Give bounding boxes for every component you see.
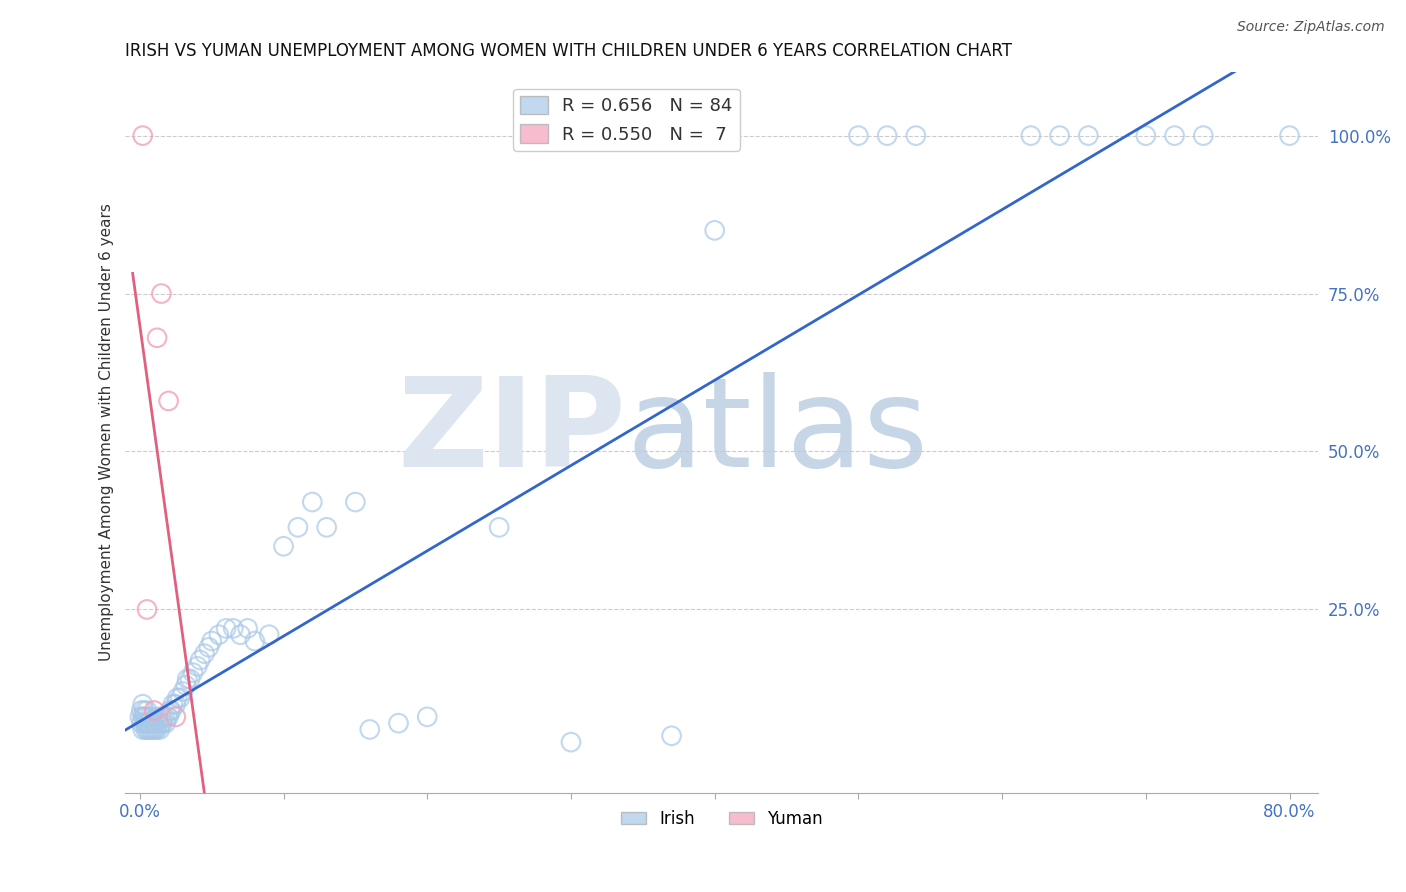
Point xyxy=(138,723,160,737)
Point xyxy=(132,710,155,724)
Point xyxy=(172,684,194,698)
Y-axis label: Unemployment Among Women with Children Under 6 years: Unemployment Among Women with Children U… xyxy=(100,203,114,662)
Point xyxy=(1077,128,1099,143)
Point xyxy=(153,710,176,724)
Point xyxy=(135,723,157,737)
Point xyxy=(156,710,179,724)
Point xyxy=(1163,128,1185,143)
Point xyxy=(1278,128,1301,143)
Point xyxy=(142,716,165,731)
Point xyxy=(138,716,160,731)
Point xyxy=(139,723,162,737)
Point xyxy=(229,628,252,642)
Point xyxy=(135,716,157,731)
Point xyxy=(301,495,323,509)
Point xyxy=(159,704,181,718)
Point xyxy=(132,128,155,143)
Point xyxy=(169,690,191,705)
Point xyxy=(488,520,510,534)
Point xyxy=(181,665,204,680)
Point xyxy=(193,647,215,661)
Text: Source: ZipAtlas.com: Source: ZipAtlas.com xyxy=(1237,20,1385,34)
Point xyxy=(198,640,221,655)
Point xyxy=(176,672,198,686)
Point xyxy=(142,723,165,737)
Point xyxy=(136,723,159,737)
Legend: Irish, Yuman: Irish, Yuman xyxy=(614,804,830,835)
Point xyxy=(145,716,167,731)
Point xyxy=(165,697,187,711)
Point xyxy=(150,710,173,724)
Point xyxy=(149,723,172,737)
Point xyxy=(359,723,381,737)
Point xyxy=(129,716,152,731)
Point xyxy=(136,602,159,616)
Point xyxy=(1049,128,1071,143)
Text: IRISH VS YUMAN UNEMPLOYMENT AMONG WOMEN WITH CHILDREN UNDER 6 YEARS CORRELATION : IRISH VS YUMAN UNEMPLOYMENT AMONG WOMEN … xyxy=(125,42,1012,60)
Point xyxy=(146,723,169,737)
Point xyxy=(136,704,159,718)
Point xyxy=(166,690,188,705)
Point xyxy=(143,704,166,718)
Point xyxy=(287,520,309,534)
Point xyxy=(416,710,439,724)
Point xyxy=(128,710,150,724)
Point xyxy=(165,710,187,724)
Point xyxy=(138,710,160,724)
Point xyxy=(208,628,231,642)
Point xyxy=(150,286,173,301)
Point xyxy=(876,128,898,143)
Point xyxy=(134,716,156,731)
Point xyxy=(1192,128,1215,143)
Point xyxy=(315,520,337,534)
Point xyxy=(129,704,152,718)
Point xyxy=(143,716,166,731)
Point xyxy=(273,539,295,553)
Point xyxy=(1019,128,1042,143)
Point xyxy=(1135,128,1157,143)
Point xyxy=(132,723,155,737)
Point xyxy=(174,678,197,692)
Point xyxy=(135,710,157,724)
Point xyxy=(215,621,238,635)
Point xyxy=(146,331,169,345)
Point xyxy=(155,716,177,731)
Point xyxy=(143,723,166,737)
Point xyxy=(150,716,173,731)
Point xyxy=(179,672,201,686)
Point xyxy=(222,621,245,635)
Point xyxy=(146,710,169,724)
Point xyxy=(157,710,180,724)
Point xyxy=(188,653,211,667)
Point xyxy=(134,704,156,718)
Point xyxy=(148,716,170,731)
Point xyxy=(186,659,208,673)
Point xyxy=(344,495,367,509)
Point xyxy=(141,710,163,724)
Point xyxy=(145,723,167,737)
Point xyxy=(387,716,409,731)
Point xyxy=(257,628,280,642)
Point xyxy=(560,735,582,749)
Text: ZIP: ZIP xyxy=(398,372,627,493)
Point xyxy=(157,393,180,408)
Point xyxy=(141,723,163,737)
Point xyxy=(848,128,870,143)
Point xyxy=(132,697,155,711)
Point xyxy=(134,710,156,724)
Point xyxy=(904,128,927,143)
Point xyxy=(152,716,174,731)
Point xyxy=(139,716,162,731)
Point xyxy=(243,634,266,648)
Text: atlas: atlas xyxy=(627,372,928,493)
Point xyxy=(136,716,159,731)
Point xyxy=(162,697,184,711)
Point xyxy=(160,704,183,718)
Point xyxy=(236,621,259,635)
Point xyxy=(703,223,725,237)
Point xyxy=(661,729,683,743)
Point xyxy=(201,634,224,648)
